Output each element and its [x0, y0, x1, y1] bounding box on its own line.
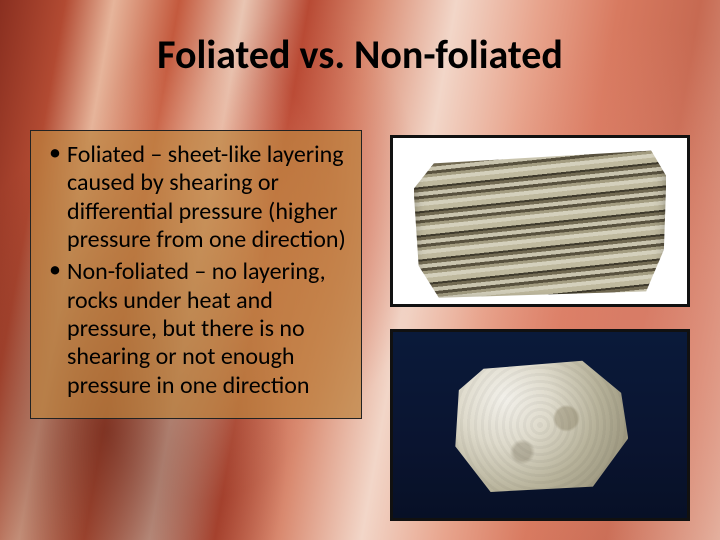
- bullet-item: Foliated – sheet-like layering caused by…: [45, 141, 349, 254]
- bullet-item: Non-foliated – no layering, rocks under …: [45, 258, 349, 400]
- rock-banded-icon: [414, 141, 667, 301]
- bullet-list: Foliated – sheet-like layering caused by…: [45, 141, 349, 400]
- nonfoliated-rock-image: [390, 329, 690, 521]
- content-box: Foliated – sheet-like layering caused by…: [30, 130, 362, 419]
- slide-title: Foliated vs. Non-foliated: [0, 30, 720, 79]
- slide: Foliated vs. Non-foliated Foliated – she…: [0, 0, 720, 540]
- image-column: [390, 135, 690, 521]
- foliated-rock-image: [390, 135, 690, 307]
- rock-massive-icon: [452, 358, 628, 492]
